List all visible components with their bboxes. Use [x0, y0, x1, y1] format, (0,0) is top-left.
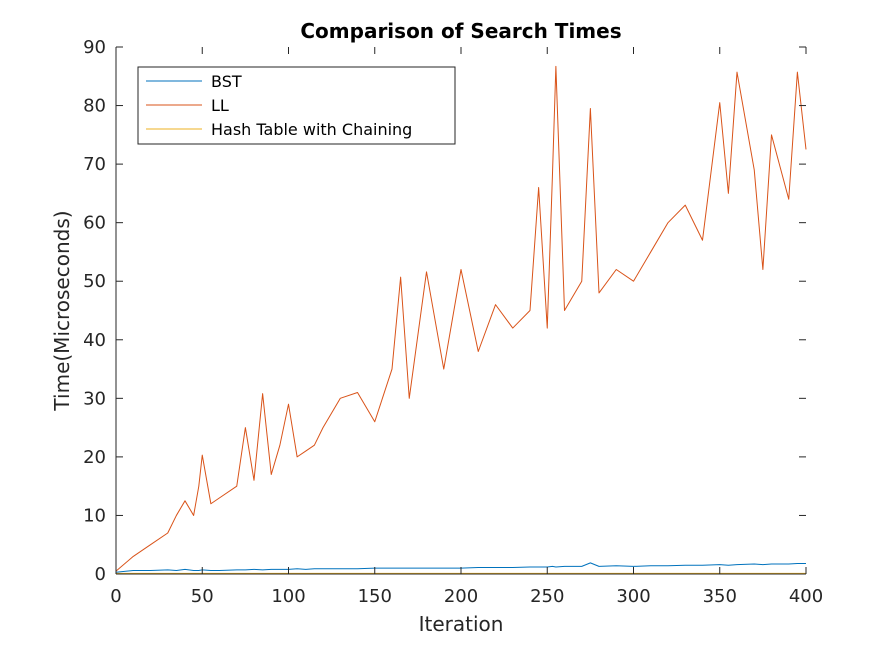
- series-layer: [115, 65, 807, 574]
- x-tick-label: 150: [358, 586, 392, 607]
- y-tick-label: 20: [83, 447, 106, 468]
- y-tick-label: 70: [83, 154, 106, 175]
- x-tick-label: 400: [789, 586, 823, 607]
- x-axis-label: Iteration: [419, 612, 504, 636]
- x-tick-label: 100: [271, 586, 305, 607]
- series-line-0: [115, 562, 806, 573]
- legend-label: BST: [211, 72, 242, 91]
- x-tick-label: 300: [616, 586, 650, 607]
- legend-label: Hash Table with Chaining: [211, 120, 412, 139]
- y-tick-label: 10: [83, 505, 106, 526]
- x-tick-label: 50: [191, 586, 214, 607]
- y-tick-label: 0: [95, 564, 106, 585]
- legend: BST LL Hash Table with Chaining: [137, 66, 456, 145]
- y-axis-label: Time(Microseconds): [50, 210, 74, 411]
- x-tick-label: 250: [530, 586, 564, 607]
- y-tick-label: 50: [83, 271, 106, 292]
- x-tick-label: 350: [703, 586, 737, 607]
- y-tick-label: 80: [83, 96, 106, 117]
- legend-label: LL: [211, 96, 229, 115]
- y-tick-label: 40: [83, 330, 106, 351]
- x-tick-label: 200: [444, 586, 478, 607]
- ticks-layer: 0 50 100 150 200 250 300 350 400 0 10 20 30 40 50 60 70 8…: [83, 37, 823, 607]
- chart-title: Comparison of Search Times: [300, 19, 621, 43]
- x-tick-label: 0: [110, 586, 121, 607]
- series-line-1: [115, 65, 807, 572]
- y-tick-label: 60: [83, 213, 106, 234]
- y-tick-label: 30: [83, 388, 106, 409]
- y-tick-label: 90: [83, 37, 106, 58]
